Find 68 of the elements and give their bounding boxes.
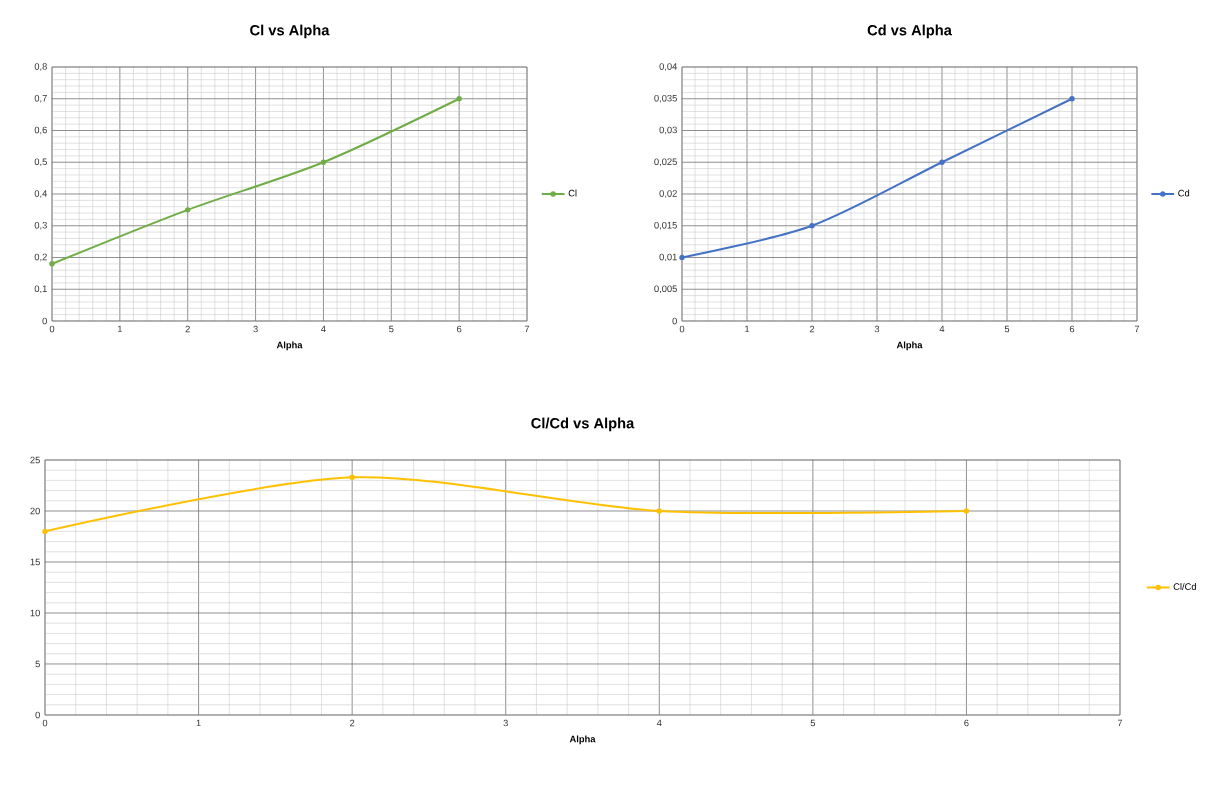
y-tick-label: 0,8 [34,63,47,71]
x-tick-label: 4 [321,325,326,333]
point [320,159,327,165]
y-tick-label: 0,7 [34,94,47,103]
y-tick-label: 0,1 [34,285,47,294]
y-tick-label: 0 [672,317,677,325]
x-tick-label: 4 [939,325,945,333]
point [456,96,462,102]
y-tick-label: 0,6 [34,126,47,135]
y-tick-label: 0,3 [34,221,47,230]
legend-label: Cl [568,189,577,197]
point [184,207,191,213]
x-tick-label: 0 [679,325,685,333]
point [1069,96,1075,102]
x-tick-label: 2 [809,325,815,333]
y-tick-label: 20 [30,507,40,515]
y-tick-label: 0,4 [34,190,48,198]
x-tick-label: 1 [745,325,750,333]
x-tick-label: 7 [524,325,530,333]
x-tick-label: 6 [1069,325,1075,333]
y-tick-label: 25 [30,456,40,464]
y-tick-label: 0,01 [659,253,677,262]
point [939,159,945,165]
x-tick-label: 3 [874,325,880,333]
x-tick-label: 1 [196,719,201,727]
y-tick-label: 0,5 [34,158,47,167]
y-tick-label: 5 [35,660,40,668]
x-axis-title: Alpha [896,341,923,351]
point [349,474,355,481]
x-tick-label: 4 [656,719,662,727]
x-tick-label: 7 [1134,325,1140,333]
point [42,528,48,535]
x-axis-title: Alpha [569,735,596,745]
y-tick-label: 0,015 [654,221,677,230]
point [656,508,663,514]
x-tick-label: 5 [389,325,394,333]
x-tick-label: 6 [964,719,969,727]
chart-title: Cl vs Alpha [250,24,330,39]
chart-title: Cl/Cd vs Alpha [531,417,635,432]
x-tick-label: 7 [1117,719,1123,727]
point [809,223,815,229]
y-tick-label: 15 [30,558,40,566]
x-tick-label: 2 [185,325,190,333]
x-tick-label: 5 [1004,325,1010,333]
y-tick-label: 10 [30,609,40,617]
y-tick-label: 0,005 [654,285,677,294]
y-tick-label: 0,03 [659,126,677,135]
legend-label: Cd [1178,189,1190,197]
point [679,254,685,261]
x-tick-label: 3 [503,719,508,727]
x-tick-label: 0 [49,325,55,333]
x-tick-label: 5 [810,719,816,727]
x-tick-label: 3 [253,325,258,333]
y-tick-label: 0,2 [34,253,47,262]
y-tick-label: 0,025 [654,158,677,167]
legend-label: Cl/Cd [1173,583,1196,590]
point [49,261,55,267]
point [963,508,970,514]
x-tick-label: 1 [117,325,122,333]
y-tick-label: 0 [35,711,40,719]
x-tick-label: 2 [350,719,355,727]
x-axis-title: Alpha [276,341,303,351]
y-tick-label: 0,02 [659,190,677,198]
y-tick-label: 0,035 [654,94,677,103]
y-tick-label: 0 [42,317,47,325]
x-tick-label: 6 [457,325,462,333]
chart-title: Cd vs Alpha [867,24,952,39]
y-tick-label: 0,04 [659,63,678,71]
